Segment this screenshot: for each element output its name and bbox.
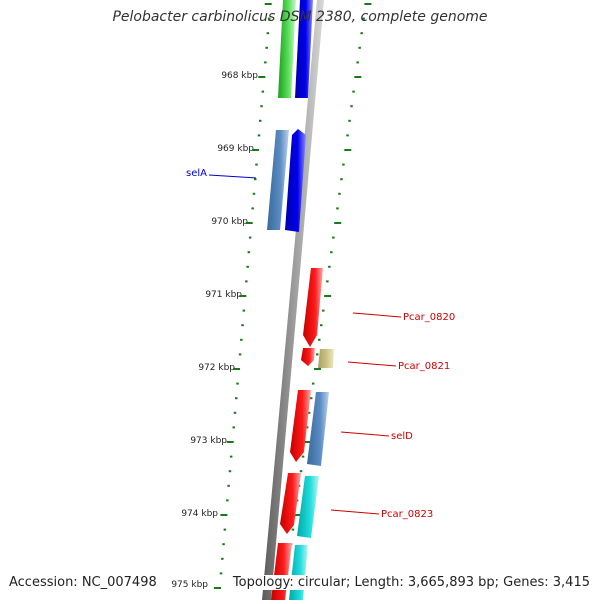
leader-line-pcar-0821 [347,361,397,367]
accession-text: Accession: NC_007498 [9,575,157,590]
gene-feature-seld [307,392,329,466]
leader-line-seld [340,431,390,437]
kbp-tick-label: 974 kbp [181,509,218,519]
kbp-tick-label: 971 kbp [205,290,242,300]
gene-label-leaders [208,174,402,515]
genome-summary-text: Topology: circular; Length: 3,665,893 bp… [232,575,590,590]
gene-feature-pcar-0821 [318,349,334,368]
gene-feature-cyan [289,545,308,600]
left-tick-marks [214,3,272,589]
kbp-tick-label: 975 kbp [171,580,208,590]
gene-label-pcar-0823[interactable]: Pcar_0823 [381,509,433,520]
kbp-tick-label: 968 kbp [221,71,258,81]
leader-line-pcar-0820 [352,312,402,318]
gene-feature-blue [295,0,313,98]
kbp-tick-label: 973 kbp [190,436,227,446]
genome-title: Pelobacter carbinolicus DSM 2380, comple… [112,9,488,25]
gene-label-sela[interactable]: selA [186,168,207,179]
genome-backbone [262,0,324,600]
kbp-tick-label: 970 kbp [211,217,248,227]
gene-feature-red [280,473,301,534]
kbp-tick-label: 972 kbp [198,363,235,373]
gene-label-pcar-0820[interactable]: Pcar_0820 [403,312,455,323]
gene-feature-pcar-0823 [297,476,319,538]
leader-line-sela [208,174,257,179]
gene-label-seld[interactable]: selD [391,431,413,442]
gene-label-pcar-0821[interactable]: Pcar_0821 [398,361,450,372]
kbp-scale: 968 kbp 969 kbp 970 kbp 971 kbp 972 kbp … [171,71,258,590]
kbp-tick-label: 969 kbp [217,144,254,154]
gene-feature-green [278,0,296,98]
gene-feature-sela [267,130,289,230]
gene-feature-pcar-0821-partial [301,348,315,366]
gene-feature-pcar-0820 [303,268,323,347]
gene-labels: selA Pcar_0820 Pcar_0821 selD Pcar_0823 [186,168,455,520]
gene-feature-blue [285,129,306,232]
leader-line-pcar-0823 [330,509,380,515]
gene-feature-seld-partner [290,390,311,462]
